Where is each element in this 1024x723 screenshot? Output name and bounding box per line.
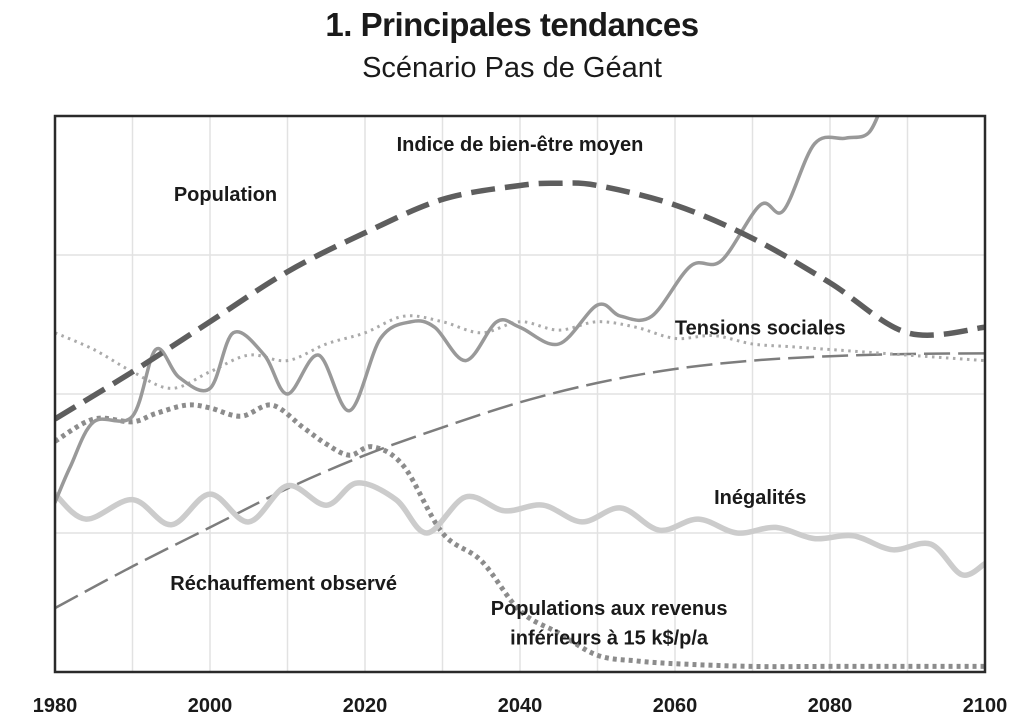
plot-frame [53, 114, 987, 674]
series-line-4 [55, 480, 985, 578]
series-label: Population [174, 184, 277, 206]
series-label: Tensions sociales [675, 317, 846, 339]
x-tick-label: 2060 [653, 695, 698, 717]
x-tick-label: 2100 [963, 695, 1008, 717]
series-label: Indice de bien-être moyen [397, 134, 644, 156]
chart-title: 1. Principales tendances [325, 6, 699, 43]
x-tick-label: 2020 [343, 695, 388, 717]
x-tick-label: 1980 [33, 695, 78, 717]
x-axis-ticks: 1980 2000 2020 2040 2060 2080 2100 [33, 695, 1008, 717]
series-line-0 [55, 180, 985, 422]
x-tick-label: 2000 [188, 695, 233, 717]
x-tick-label: 2040 [498, 695, 543, 717]
series-label: Inégalités [714, 487, 806, 509]
series-line-2 [55, 314, 985, 390]
grid-lines [55, 116, 985, 672]
series-line-5 [55, 402, 985, 670]
x-tick-label: 2080 [808, 695, 853, 717]
series-lines [55, 116, 985, 670]
series-line-1 [55, 116, 880, 505]
series-line-3 [55, 352, 985, 610]
series-label: inférieurs à 15 k$/p/a [510, 628, 709, 650]
series-label: Populations aux revenus [491, 598, 728, 620]
series-label: Réchauffement observé [170, 573, 397, 595]
series-labels: Population Indice de bien-être moyen Tensi… [170, 134, 845, 650]
chart-subtitle: Scénario Pas de Géant [362, 52, 662, 84]
